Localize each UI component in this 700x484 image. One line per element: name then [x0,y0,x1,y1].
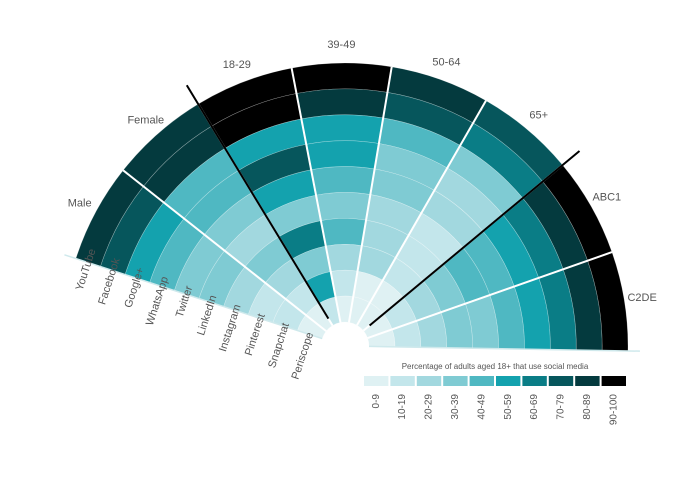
platform-label: Periscope [290,331,317,381]
legend-swatch [575,376,600,386]
segment-divider [367,251,613,339]
segment-label: Female [127,114,164,126]
heat-cell [325,244,363,272]
legend-swatch [416,376,442,386]
segment-divider [356,100,487,326]
segment-divider [122,169,327,332]
platform-label: Snapchat [266,322,292,370]
baseline [368,345,640,352]
segment-label: 18-29 [223,59,251,71]
heat-cell [315,192,371,222]
segment-label: 50-64 [432,57,460,69]
platform-label: WhatsApp [144,275,171,327]
legend-label: 0-9 [371,394,382,409]
heat-cell [310,166,375,196]
legend-swatch [522,376,547,386]
highlight-divider [185,84,330,320]
legend-title: Percentage of adults aged 18+ that use s… [402,362,589,371]
baseline [64,254,323,340]
heat-cell [320,218,367,247]
platform-label: Instagram [217,303,244,353]
legend-swatch [390,376,415,386]
legend-swatch [443,376,468,386]
legend-label: 50-59 [503,394,514,420]
legend-swatch [469,376,494,386]
segment-divider [347,66,393,323]
heat-cell [301,114,384,145]
heat-cell [367,329,396,348]
legend-label: 20-29 [424,394,435,420]
legend-label: 70-79 [556,394,567,420]
legend-swatch [601,376,626,386]
legend-label: 30-39 [450,394,461,420]
platform-label: Pinterest [243,312,268,357]
heat-cell [305,140,380,171]
segment-label: 39-49 [327,39,355,51]
heat-cell [296,88,388,120]
legend-label: 40-49 [476,394,487,420]
segment-label: 65+ [529,110,548,122]
segment-label: C2DE [627,292,656,304]
legend-swatch [364,376,389,386]
legend-label: 10-19 [397,394,408,420]
legend-swatch [548,376,574,386]
legend-label: 60-69 [529,394,540,420]
legend-label: 90-100 [608,394,619,426]
legend-swatch [496,376,521,386]
segment-label: ABC1 [592,191,621,203]
segment-label: Male [68,198,92,210]
platform-label: LinkedIn [195,294,219,337]
legend-label: 80-89 [582,394,593,420]
highlight-divider [368,150,581,327]
segment-divider [290,67,342,323]
